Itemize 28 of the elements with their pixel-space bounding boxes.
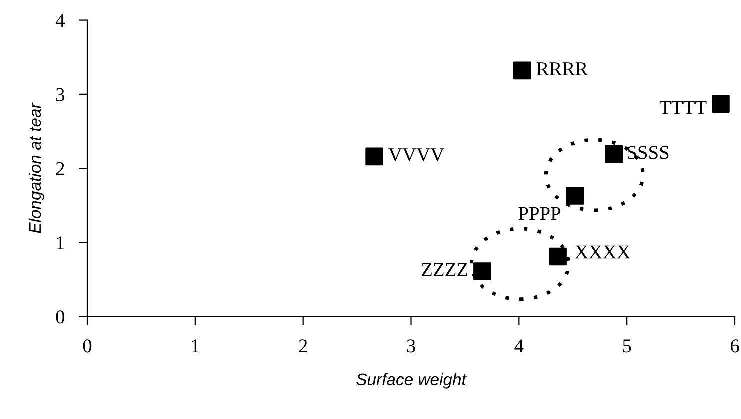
point: [566, 187, 584, 205]
x-tick-label: 4: [514, 340, 524, 353]
y-axis-title: Elongation at tear: [28, 102, 44, 234]
x-tick-label: 1: [192, 340, 200, 353]
x-tick-label: 3: [407, 340, 416, 353]
y-tick-label: 4: [56, 14, 65, 28]
annotation: VVVV: [388, 148, 444, 162]
point: [605, 146, 624, 164]
point: [712, 95, 730, 113]
y-tick-label: 1: [57, 236, 64, 250]
x-tick-label: 5: [623, 340, 632, 353]
point: [513, 62, 532, 80]
annotation: XXXX: [575, 246, 630, 259]
point: [549, 248, 567, 266]
x-tick-label: 2: [299, 340, 308, 353]
x-tick-label: 0: [83, 340, 92, 353]
y-tick-label: 2: [56, 162, 64, 176]
annotation: ZZZZ: [422, 264, 468, 276]
annotation: TTTT: [660, 102, 707, 114]
y-tick-label: 0: [56, 310, 65, 324]
x-tick-label: 6: [730, 340, 740, 353]
y-tick-label: 3: [56, 88, 65, 102]
x-axis-title: Surface weight: [356, 373, 467, 389]
point: [474, 262, 492, 280]
annotation: PPPP: [518, 207, 561, 220]
annotation: SSSS: [628, 146, 669, 160]
annotation: RRRR: [536, 62, 588, 76]
point: [366, 148, 384, 166]
